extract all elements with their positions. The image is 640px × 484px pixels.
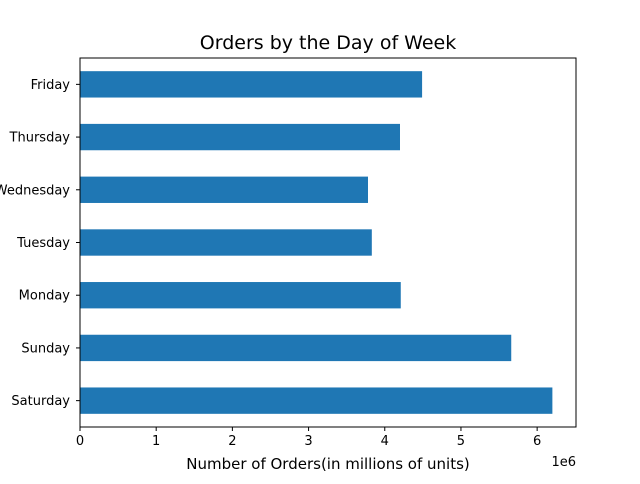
bar-thursday: [80, 123, 400, 151]
bar-saturday: [80, 387, 553, 414]
bar-wednesday: [80, 176, 368, 203]
bar-sunday: [80, 334, 512, 362]
y-tick-label: Tuesday: [16, 236, 70, 251]
x-axis-label: Number of Orders(in millions of units): [186, 455, 470, 473]
bar-tuesday: [80, 229, 372, 256]
y-tick-label: Sunday: [21, 341, 70, 356]
x-tick-label: 3: [304, 434, 312, 449]
x-axis: 0 1 2 3 4 5 6: [76, 427, 541, 449]
y-tick-label: Thursday: [9, 131, 71, 146]
y-tick-label: Monday: [19, 289, 71, 304]
x-tick-label: 2: [228, 434, 236, 449]
chart-title: Orders by the Day of Week: [200, 32, 456, 54]
x-tick-label: 4: [381, 434, 389, 449]
bars-group: [80, 71, 553, 414]
y-tick-label: Saturday: [11, 394, 70, 409]
x-axis-offset-label: 1e6: [551, 455, 576, 470]
x-tick-label: 1: [152, 434, 160, 449]
x-tick-label: 6: [533, 434, 541, 449]
bar-monday: [80, 282, 401, 309]
y-tick-label: Wednesday: [0, 183, 70, 198]
y-tick-label: Friday: [31, 78, 71, 93]
x-tick-label: 5: [457, 434, 465, 449]
bar-friday: [80, 71, 423, 98]
y-axis: Saturday Sunday Monday Tuesday Wednesday Thur…: [0, 78, 80, 409]
x-tick-label: 0: [76, 434, 84, 449]
